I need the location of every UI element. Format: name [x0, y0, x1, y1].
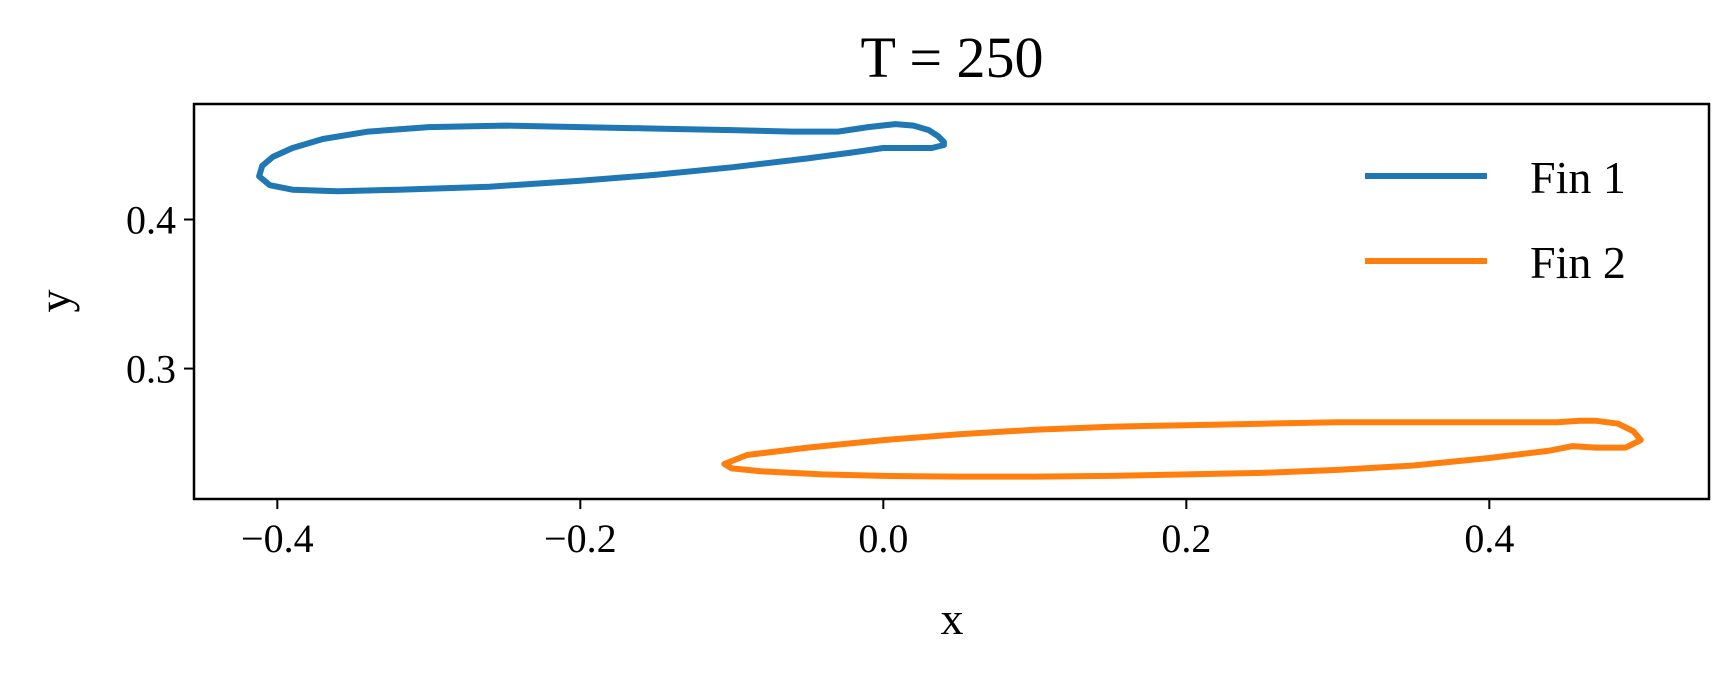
series-line-fin-1 — [256, 121, 947, 195]
legend-label-fin-2: Fin 2 — [1530, 237, 1626, 288]
y-axis-label: y — [29, 290, 80, 313]
y-axis: 0.3 0.4 — [126, 198, 194, 392]
y-tick-label: 0.3 — [126, 347, 176, 392]
x-axis: −0.4 −0.2 0.0 0.2 0.4 — [241, 499, 1514, 561]
series-layer — [256, 121, 1644, 480]
y-tick-label: 0.4 — [126, 198, 176, 243]
x-axis-label: x — [941, 593, 964, 644]
series-line-fin-2 — [721, 417, 1644, 480]
x-tick-label: 0.4 — [1464, 516, 1514, 561]
x-tick-label: 0.0 — [858, 516, 908, 561]
legend-label-fin-1: Fin 1 — [1530, 152, 1626, 203]
legend: Fin 1 Fin 2 — [1365, 152, 1626, 288]
chart-title: T = 250 — [860, 25, 1043, 90]
x-tick-label: 0.2 — [1161, 516, 1211, 561]
x-tick-label: −0.2 — [544, 516, 617, 561]
x-tick-label: −0.4 — [241, 516, 314, 561]
plot-frame — [192, 102, 1711, 501]
